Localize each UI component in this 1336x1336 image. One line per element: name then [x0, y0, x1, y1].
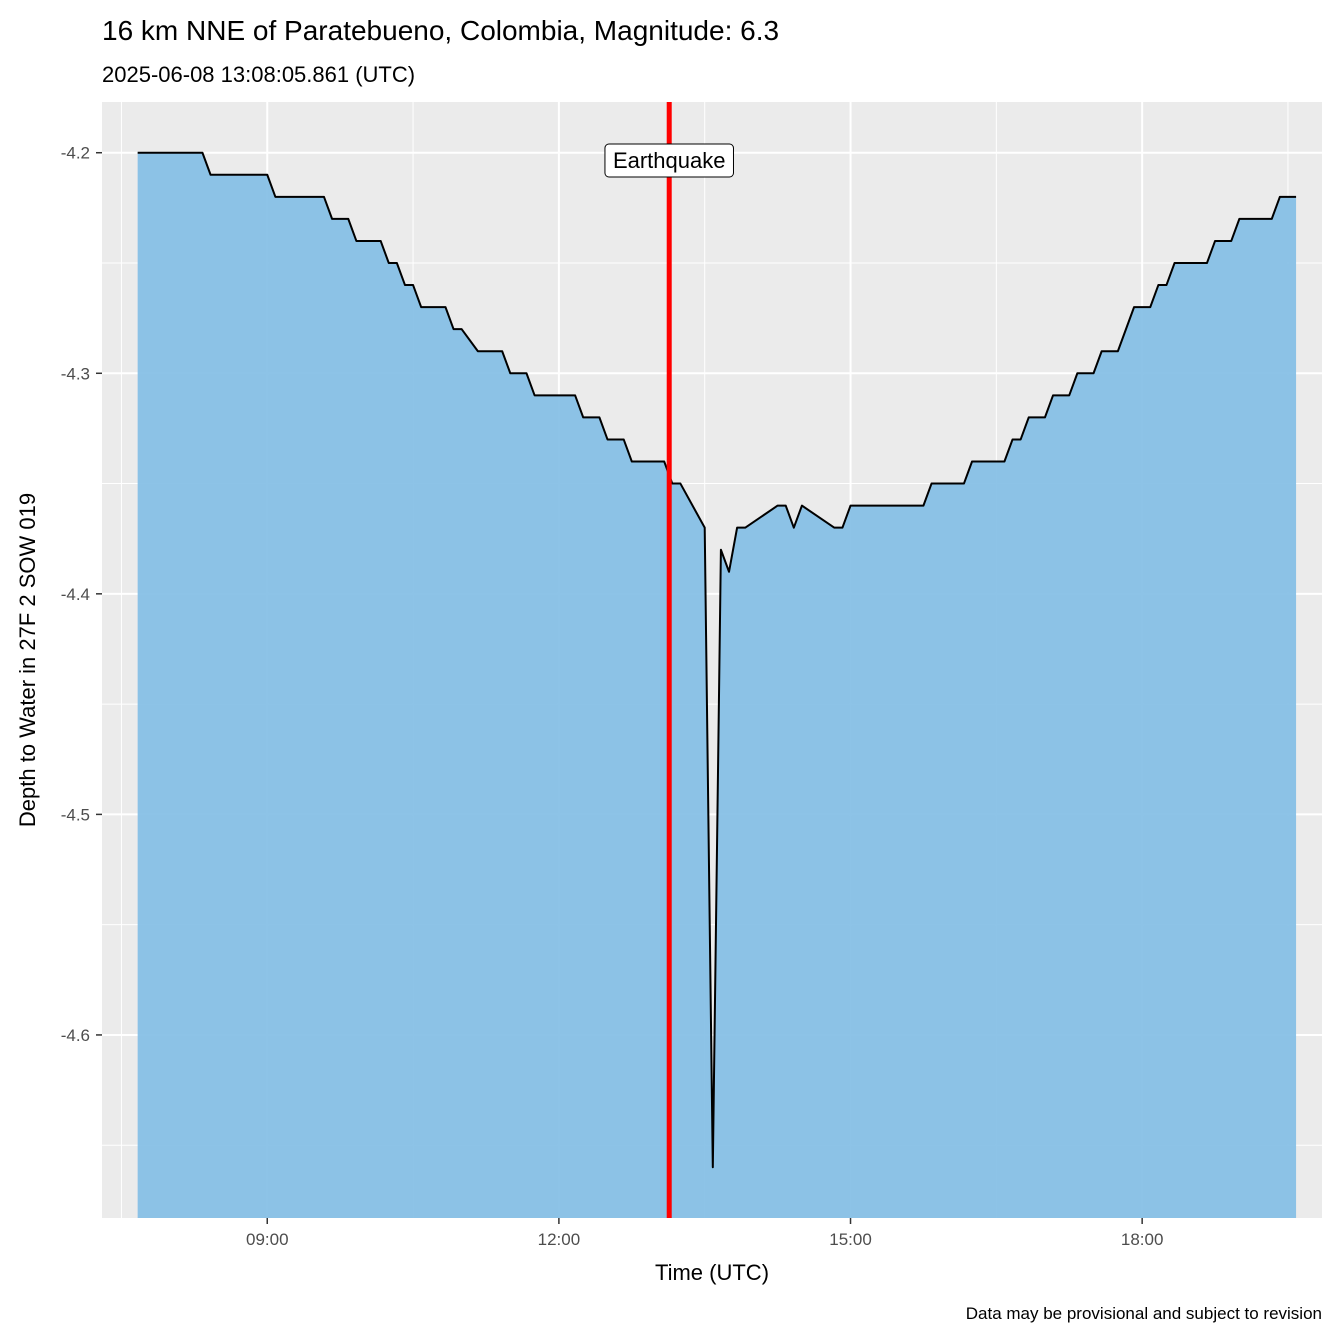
- y-axis-title: Depth to Water in 27F 2 SOW 019: [15, 493, 40, 827]
- earthquake-annotation: Earthquake: [604, 143, 734, 178]
- y-tick-label: -4.3: [61, 364, 90, 383]
- earthquake-label-box: [604, 143, 734, 178]
- chart-title: 16 km NNE of Paratebueno, Colombia, Magn…: [102, 15, 779, 46]
- x-tick-label: 09:00: [246, 1230, 289, 1249]
- y-tick-label: -4.4: [61, 585, 90, 604]
- earthquake-label: Earthquake: [613, 148, 726, 173]
- y-tick-label: -4.5: [61, 805, 90, 824]
- x-axis: 09:00 12:00 15:00 18:00: [246, 1218, 1163, 1249]
- chart-subtitle: 2025-06-08 13:08:05.861 (UTC): [102, 62, 415, 87]
- series-area: [137, 152, 1297, 1219]
- x-tick-label: 12:00: [538, 1230, 581, 1249]
- event-layer: Earthquake: [604, 102, 734, 1218]
- series-layer: [137, 151, 1297, 1219]
- x-tick-label: 18:00: [1121, 1230, 1164, 1249]
- y-tick-label: -4.6: [61, 1026, 90, 1045]
- series-line: [137, 151, 1297, 1169]
- chart-caption: Data may be provisional and subject to r…: [966, 1304, 1322, 1323]
- y-tick-label: -4.2: [61, 144, 90, 163]
- x-tick-label: 15:00: [829, 1230, 872, 1249]
- x-axis-title: Time (UTC): [655, 1260, 769, 1285]
- y-axis: -4.2 -4.3 -4.4 -4.5 -4.6: [61, 144, 102, 1045]
